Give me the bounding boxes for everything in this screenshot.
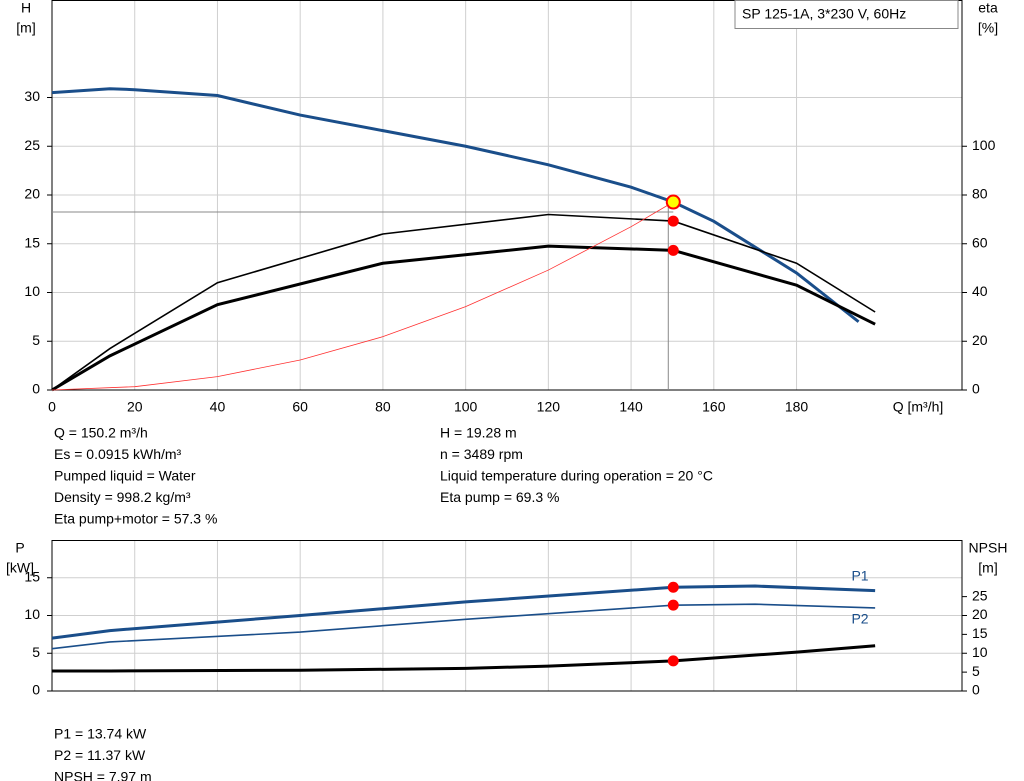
duty-point bbox=[667, 581, 679, 593]
y2-tick-label: 0 bbox=[972, 682, 980, 698]
curve bbox=[52, 644, 876, 673]
curve bbox=[51, 603, 876, 650]
y-tick-label: 30 bbox=[24, 88, 40, 104]
x-tick-label: 0 bbox=[48, 399, 56, 415]
y-tick-label: 0 bbox=[32, 682, 40, 698]
info-line: Eta pump+motor = 57.3 % bbox=[54, 511, 217, 527]
info-line: Liquid temperature during operation = 20… bbox=[440, 468, 713, 484]
y2-axis-title: [%] bbox=[978, 20, 998, 36]
info-line: NPSH = 7.97 m bbox=[54, 769, 152, 781]
y-axis-title: [m] bbox=[16, 20, 35, 36]
legend-text: SP 125-1A, 3*230 V, 60Hz bbox=[742, 6, 906, 22]
y-tick-label: 10 bbox=[24, 606, 40, 622]
x-tick-label: 180 bbox=[785, 399, 809, 415]
info-line: Q = 150.2 m³/h bbox=[54, 425, 148, 441]
y2-tick-label: 25 bbox=[972, 587, 988, 603]
x-axis-title: Q [m³/h] bbox=[893, 399, 944, 415]
curve bbox=[51, 244, 876, 392]
legend-box bbox=[734, 0, 959, 29]
y2-axis-title: [m] bbox=[978, 560, 997, 576]
y2-tick-label: 80 bbox=[972, 186, 988, 202]
info-line: Density = 998.2 kg/m³ bbox=[54, 489, 191, 505]
duty-point bbox=[667, 599, 679, 611]
x-tick-label: 160 bbox=[702, 399, 726, 415]
curve bbox=[51, 584, 876, 640]
x-tick-label: 20 bbox=[127, 399, 143, 415]
plot-frame bbox=[51, 0, 963, 391]
y-tick-label: 15 bbox=[24, 568, 40, 584]
y-tick-label: 25 bbox=[24, 137, 40, 153]
y-tick-label: 15 bbox=[24, 234, 40, 250]
info-line: Es = 0.0915 kWh/m³ bbox=[54, 446, 182, 462]
info-line: Eta pump = 69.3 % bbox=[440, 489, 559, 505]
curve bbox=[51, 201, 674, 391]
y2-tick-label: 20 bbox=[972, 332, 988, 348]
y-tick-label: 0 bbox=[32, 381, 40, 397]
x-tick-label: 40 bbox=[210, 399, 226, 415]
y-axis-title: H bbox=[21, 0, 31, 16]
y-tick-label: 10 bbox=[24, 283, 40, 299]
y2-tick-label: 0 bbox=[972, 381, 980, 397]
duty-point bbox=[667, 655, 679, 667]
duty-point bbox=[665, 194, 681, 210]
y2-tick-label: 10 bbox=[972, 644, 988, 660]
curve bbox=[51, 87, 860, 323]
curve-label: P2 bbox=[851, 611, 868, 627]
y-axis-title: [kW] bbox=[6, 560, 34, 576]
y2-tick-label: 15 bbox=[972, 625, 988, 641]
y-axis-title: P bbox=[15, 540, 24, 556]
x-tick-label: 60 bbox=[292, 399, 308, 415]
y2-tick-label: 100 bbox=[972, 137, 996, 153]
y2-tick-label: 20 bbox=[972, 606, 988, 622]
duty-point bbox=[667, 244, 679, 256]
x-tick-label: 80 bbox=[375, 399, 391, 415]
plot-frame bbox=[51, 540, 963, 692]
y-tick-label: 20 bbox=[24, 186, 40, 202]
y-tick-label: 5 bbox=[32, 332, 40, 348]
y2-tick-label: 40 bbox=[972, 283, 988, 299]
y-tick-label: 5 bbox=[32, 644, 40, 660]
y2-tick-label: 60 bbox=[972, 234, 988, 250]
duty-point bbox=[667, 215, 679, 227]
x-tick-label: 120 bbox=[537, 399, 561, 415]
curve bbox=[51, 213, 876, 391]
info-line: P2 = 11.37 kW bbox=[54, 747, 146, 763]
curve-label: P1 bbox=[851, 567, 868, 583]
info-line: H = 19.28 m bbox=[440, 425, 517, 441]
info-line: P1 = 13.74 kW bbox=[54, 726, 147, 742]
y2-axis-title: NPSH bbox=[969, 540, 1008, 556]
x-tick-label: 140 bbox=[619, 399, 643, 415]
y2-tick-label: 5 bbox=[972, 663, 980, 679]
x-tick-label: 100 bbox=[454, 399, 478, 415]
info-line: n = 3489 rpm bbox=[440, 446, 523, 462]
info-line: Pumped liquid = Water bbox=[54, 468, 196, 484]
y2-axis-title: eta bbox=[978, 0, 998, 16]
